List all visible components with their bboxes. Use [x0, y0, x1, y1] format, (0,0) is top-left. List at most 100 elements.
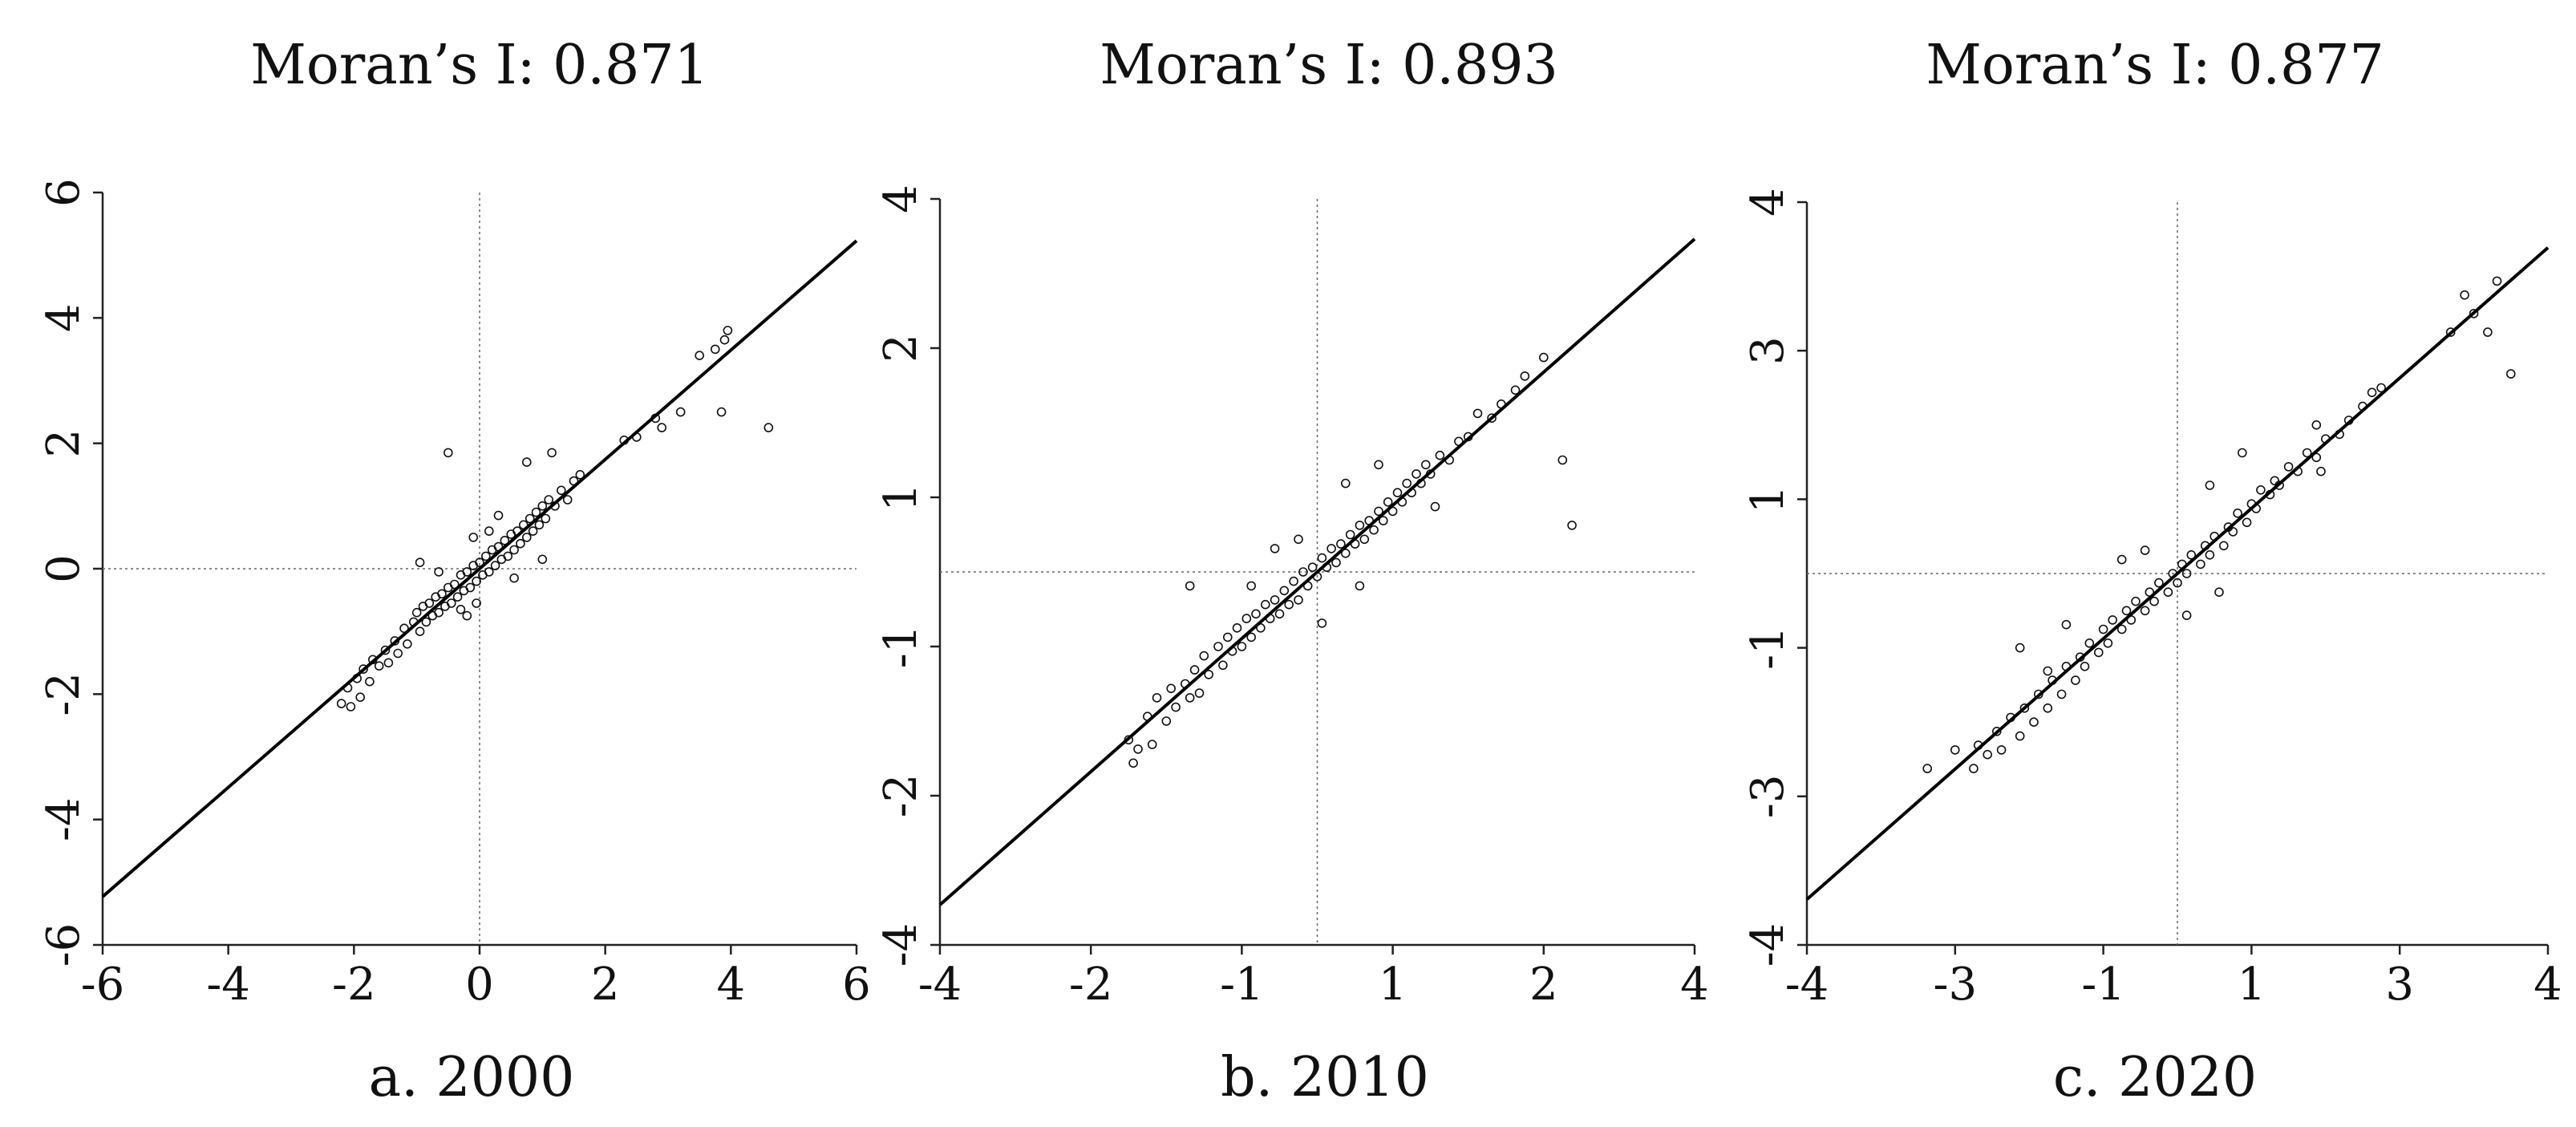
data-point — [490, 561, 500, 570]
data-point — [415, 626, 425, 637]
data-point — [1189, 665, 1200, 675]
data-point — [2116, 554, 2127, 565]
data-point — [355, 692, 366, 703]
data-point — [657, 423, 667, 432]
data-point — [424, 598, 435, 608]
data-point — [1279, 586, 1290, 596]
data-point — [462, 610, 472, 621]
y-tick-label: -3 — [1742, 775, 1794, 819]
data-point — [1520, 371, 1530, 381]
data-point — [2163, 587, 2173, 598]
data-point — [2242, 517, 2252, 528]
data-point — [2098, 624, 2108, 634]
y-tick-label: 4 — [875, 184, 927, 213]
data-point — [468, 533, 479, 542]
data-point — [1298, 567, 1308, 577]
data-point — [1152, 693, 1162, 703]
data-point — [509, 545, 519, 555]
data-point — [462, 567, 472, 577]
data-point — [2283, 462, 2294, 472]
panel-c-caption: c. 2020 — [2053, 1046, 2257, 1109]
data-point — [1379, 516, 1388, 525]
data-point — [1185, 581, 1195, 591]
data-point — [1359, 534, 1370, 545]
panel-b-x-ticks: -4 -2 -1 1 2 4 — [918, 945, 1709, 1011]
y-tick-label: 2 — [875, 334, 927, 363]
data-point — [437, 589, 447, 599]
x-tick-label: -4 — [206, 959, 250, 1011]
data-point — [1341, 548, 1351, 558]
data-point — [456, 604, 466, 614]
x-tick-label: 4 — [1680, 959, 1709, 1011]
x-tick-label: -4 — [1785, 959, 1829, 1011]
y-tick-label: -4 — [875, 923, 927, 967]
data-point — [1204, 670, 1213, 679]
data-point — [1199, 651, 1209, 661]
panel-b-title: Moran’s I: 0.893 — [1100, 34, 1558, 97]
data-point — [2219, 541, 2229, 551]
data-point — [2205, 549, 2215, 560]
data-point — [480, 551, 491, 561]
data-point — [2311, 420, 2322, 430]
data-point — [2071, 675, 2080, 685]
panel-c-fit-line — [1805, 246, 2550, 901]
x-tick-label: -2 — [1069, 959, 1113, 1011]
x-tick-label: 4 — [2533, 959, 2562, 1011]
data-point — [509, 573, 519, 583]
y-tick-label: 6 — [38, 178, 90, 207]
panel-c-points — [1922, 276, 2516, 773]
data-point — [534, 520, 545, 530]
data-point — [383, 658, 394, 668]
x-tick-label: 2 — [591, 959, 620, 1011]
x-tick-label: 4 — [717, 959, 746, 1011]
data-point — [2311, 452, 2322, 463]
data-point — [1922, 764, 1932, 773]
data-point — [1317, 553, 1327, 563]
data-point — [2316, 466, 2326, 476]
x-tick-label: -4 — [918, 959, 962, 1011]
x-tick-label: 0 — [465, 959, 494, 1011]
x-tick-label: -3 — [1934, 959, 1978, 1011]
x-tick-label: -1 — [2081, 959, 2125, 1011]
data-point — [1274, 609, 1285, 619]
panel-b-fit-line — [938, 237, 1696, 906]
y-tick-label: -2 — [38, 672, 90, 716]
data-point — [1213, 642, 1223, 651]
data-point — [475, 557, 484, 568]
panel-c-x-ticks: -4 -3 -1 1 3 4 — [1785, 945, 2562, 1011]
data-point — [544, 495, 554, 505]
data-point — [1983, 749, 1992, 760]
data-point — [1345, 529, 1355, 540]
data-point — [1992, 726, 2002, 736]
data-point — [434, 607, 444, 618]
data-point — [2019, 703, 2030, 713]
data-point — [346, 702, 356, 711]
data-point — [575, 469, 585, 480]
data-point — [374, 661, 384, 671]
data-point — [2140, 545, 2150, 555]
data-point — [336, 699, 346, 708]
x-tick-label: 6 — [842, 959, 871, 1011]
data-point — [1289, 576, 1298, 586]
data-point — [2149, 596, 2159, 606]
data-point — [1261, 599, 1270, 610]
data-point — [2181, 610, 2192, 620]
panel-c: Moran’s I: 0.877 -4 -3 -1 1 3 4 -4 -3 -1 1 3 4 c. … — [1742, 34, 2562, 1109]
data-point — [521, 457, 532, 467]
data-point — [1270, 544, 1280, 553]
data-point — [525, 513, 535, 524]
data-point — [472, 576, 481, 586]
data-point — [446, 598, 456, 608]
data-point — [1435, 450, 1445, 460]
data-point — [521, 533, 532, 542]
data-point — [516, 538, 525, 549]
data-point — [493, 510, 504, 521]
panel-c-y-ticks: -4 -3 -1 1 3 4 — [1742, 188, 1807, 967]
data-point — [1326, 544, 1336, 553]
data-point — [2460, 290, 2469, 300]
data-point — [1996, 745, 2007, 755]
data-point — [449, 579, 460, 590]
data-point — [763, 423, 774, 432]
